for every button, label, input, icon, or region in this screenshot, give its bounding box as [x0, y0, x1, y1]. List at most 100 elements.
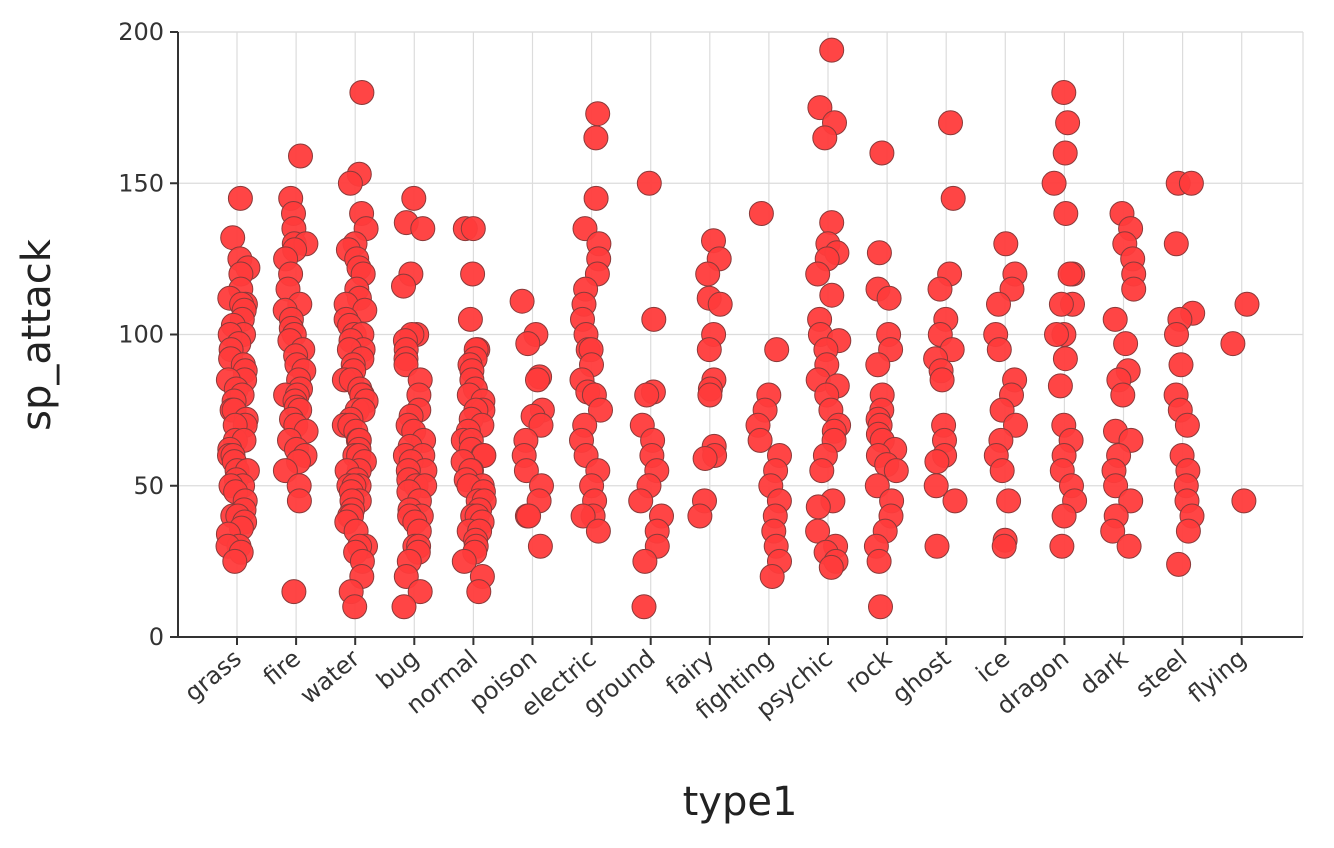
point-poison — [515, 331, 541, 357]
point-bug — [391, 594, 417, 620]
point-rock — [876, 285, 902, 311]
point-fairy — [707, 291, 733, 317]
point-rock — [868, 594, 893, 620]
point-fighting — [748, 201, 774, 226]
point-ground — [641, 306, 667, 332]
point-dragon — [1055, 110, 1081, 136]
point-poison — [527, 533, 553, 559]
point-psychic — [819, 210, 845, 236]
point-fire — [288, 143, 313, 169]
y-tick-label: 0 — [149, 623, 164, 651]
point-steel — [1164, 322, 1189, 347]
point-fairy — [692, 446, 718, 471]
x-tick-label-grass: grass — [179, 644, 247, 707]
point-grass — [227, 185, 253, 211]
point-ground — [632, 548, 658, 574]
point-ice — [991, 533, 1017, 559]
point-water — [342, 594, 368, 620]
point-ice — [996, 488, 1022, 514]
point-dragon — [1044, 322, 1069, 347]
point-steel — [1166, 551, 1192, 577]
point-dragon — [1049, 533, 1075, 559]
point-dark — [1100, 518, 1126, 544]
point-ghost — [938, 110, 963, 136]
point-dragon — [1052, 346, 1078, 372]
point-flying — [1220, 331, 1246, 357]
point-electric — [583, 185, 609, 211]
point-electric — [585, 101, 611, 127]
point-poison — [513, 458, 539, 484]
point-psychic — [809, 458, 835, 484]
point-dark — [1113, 331, 1139, 357]
point-normal — [460, 216, 486, 242]
point-psychic — [805, 261, 831, 287]
axes — [170, 31, 1303, 645]
point-water — [349, 80, 375, 105]
point-psychic — [812, 125, 838, 151]
point-grass — [220, 225, 246, 251]
point-ice — [986, 337, 1012, 363]
point-poison — [516, 503, 542, 529]
x-tick-label-dark: dark — [1074, 644, 1133, 700]
point-dark — [1103, 473, 1129, 499]
point-psychic — [819, 282, 845, 308]
point-dragon — [1041, 170, 1067, 196]
point-electric — [588, 397, 613, 423]
point-ice — [989, 458, 1015, 484]
point-dark — [1116, 533, 1142, 559]
point-dark — [1102, 306, 1128, 332]
point-ground — [628, 488, 654, 514]
point-ground — [631, 594, 657, 620]
data-points — [215, 37, 1260, 620]
point-poison — [528, 412, 554, 438]
point-dragon — [1047, 373, 1073, 399]
point-rock — [866, 548, 892, 574]
point-ghost — [924, 533, 950, 559]
y-tick-labels: 0 50 100 150 200 — [118, 18, 164, 651]
point-steel — [1163, 231, 1189, 257]
point-bug — [410, 216, 436, 242]
point-steel — [1178, 170, 1204, 196]
point-flying — [1231, 488, 1257, 514]
x-tick-label-ghost: ghost — [887, 644, 956, 709]
point-fairy — [695, 261, 721, 287]
point-rock — [865, 352, 891, 378]
x-axis-title: type1 — [683, 779, 798, 825]
point-water — [337, 170, 363, 196]
point-dragon — [1052, 140, 1078, 166]
y-tick-label: 150 — [118, 169, 164, 197]
point-ghost — [942, 488, 968, 514]
point-normal — [466, 579, 492, 605]
point-fighting — [759, 564, 785, 589]
x-tick-label-steel: steel — [1130, 644, 1193, 703]
point-steel — [1168, 352, 1194, 378]
point-fire — [286, 488, 312, 514]
point-psychic — [818, 554, 844, 580]
point-dragon — [1051, 503, 1077, 529]
point-steel — [1174, 412, 1200, 438]
point-ice — [993, 231, 1019, 257]
point-fighting — [764, 337, 790, 363]
point-dragon — [1053, 201, 1079, 226]
point-grass — [222, 548, 248, 574]
y-tick-label: 50 — [133, 472, 164, 500]
point-bug — [407, 579, 433, 605]
point-ghost — [940, 185, 966, 211]
y-axis-title: sp_attack — [14, 238, 60, 431]
point-bug — [401, 185, 427, 211]
point-poison — [509, 288, 535, 314]
x-tick-label-water: water — [295, 644, 365, 709]
point-dark — [1121, 276, 1147, 302]
point-fairy — [697, 382, 723, 408]
point-ghost — [927, 276, 953, 302]
point-fairy — [687, 503, 713, 529]
point-fairy — [696, 337, 722, 363]
point-bug — [391, 273, 416, 299]
point-dragon — [1051, 80, 1077, 105]
point-ghost — [923, 473, 949, 499]
point-ground — [636, 170, 662, 196]
point-dark — [1110, 382, 1136, 408]
point-psychic — [819, 37, 845, 63]
point-fire — [281, 579, 307, 605]
